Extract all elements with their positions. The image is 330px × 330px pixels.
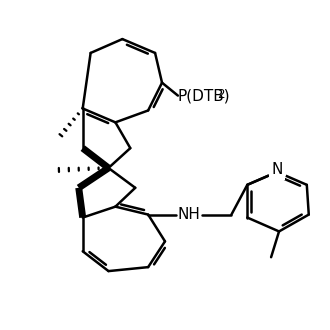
Text: 2: 2: [217, 87, 225, 101]
Text: P(DTB): P(DTB): [178, 88, 231, 103]
Text: NH: NH: [178, 207, 201, 222]
Text: N: N: [271, 162, 283, 178]
